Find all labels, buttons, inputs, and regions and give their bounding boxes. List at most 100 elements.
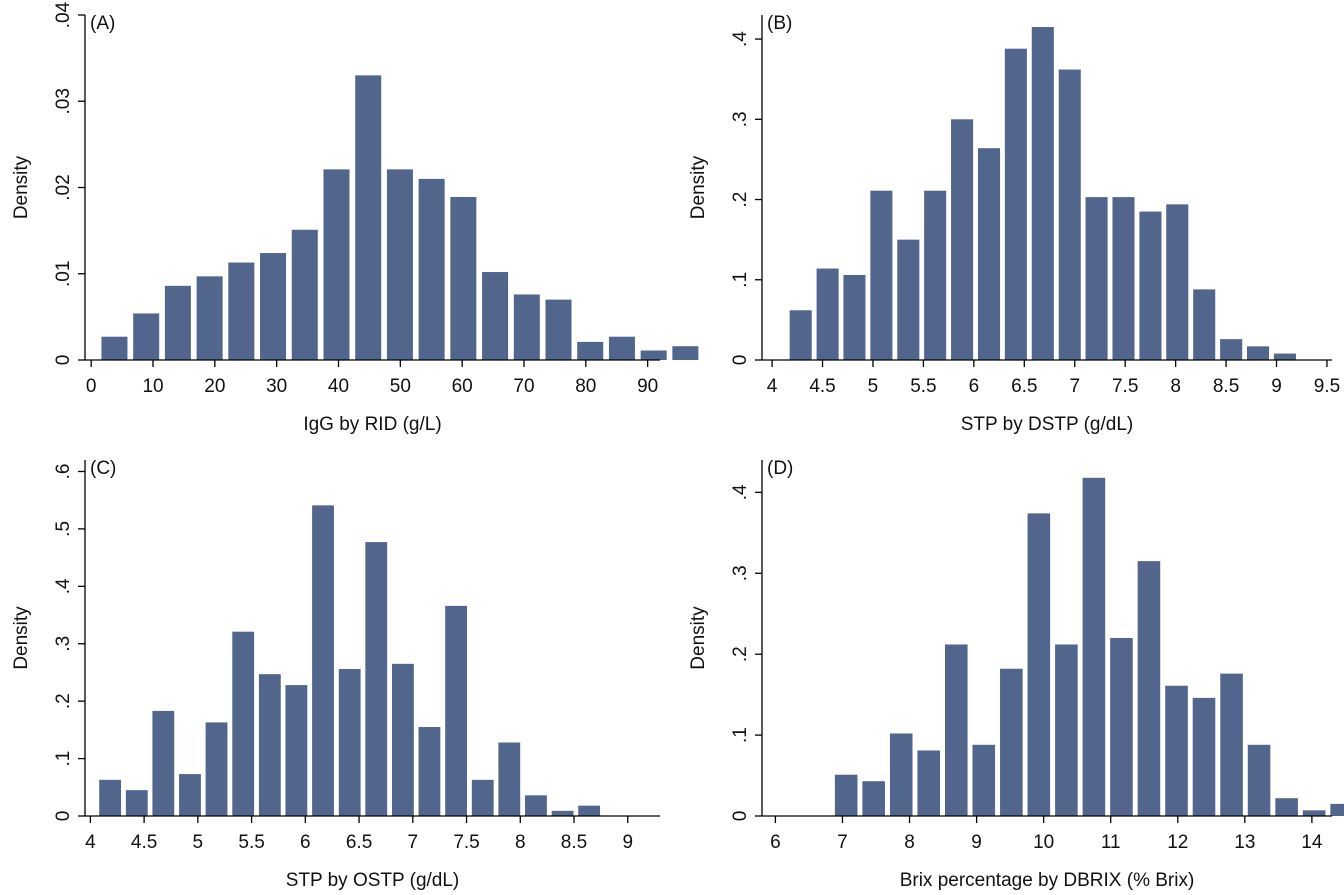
histogram-bar: [312, 505, 334, 816]
x-tick-label: 7: [837, 832, 848, 853]
histogram-bar: [164, 285, 191, 360]
y-tick-label: .2: [53, 693, 74, 709]
histogram-panel-1: 4 4.5 5 5.5 6 6.5 7 7.5 8 8.5 9 9.5 0 .1 .2 .3 .4 STP by …: [672, 0, 1344, 445]
histogram-bar: [205, 722, 228, 816]
x-tick-label: 9: [971, 832, 982, 853]
panel-label: (C): [90, 458, 116, 479]
histogram-bar: [1273, 353, 1296, 360]
x-tick-label: 6: [969, 376, 980, 397]
histogram-bar: [1165, 685, 1188, 816]
y-tick-label: .04: [53, 1, 74, 28]
y-axis-title: Density: [11, 606, 32, 670]
histogram-bar: [1220, 673, 1243, 816]
y-tick-label: .1: [53, 751, 74, 767]
histogram-bar: [99, 779, 122, 816]
x-tick-label: 4: [767, 376, 778, 397]
x-axis-title: STP by DSTP (g/dL): [961, 414, 1133, 435]
y-tick-label: .1: [730, 727, 751, 743]
y-tick-label: .6: [53, 464, 74, 480]
histogram-bar: [525, 795, 547, 816]
y-tick-label: 0: [730, 355, 751, 366]
histogram-bar: [1085, 197, 1108, 360]
histogram-bar: [445, 605, 468, 816]
histogram-bar: [1330, 803, 1344, 816]
histogram-bar: [1220, 339, 1243, 360]
y-tick-label: .2: [730, 192, 751, 208]
x-tick-label: 80: [575, 376, 596, 397]
histogram-bar: [889, 733, 913, 816]
panel-label: (B): [767, 13, 792, 34]
histogram-bar: [513, 294, 540, 360]
x-tick-label: 9.5: [1314, 376, 1340, 397]
x-tick-label: 8: [515, 832, 526, 853]
y-tick-label: .02: [53, 174, 74, 200]
x-tick-label: 7.5: [453, 832, 479, 853]
histogram-bar: [1027, 513, 1051, 816]
y-tick-label: .4: [730, 31, 751, 47]
histogram-bar: [260, 253, 287, 360]
x-tick-label: 11: [1101, 832, 1121, 853]
histogram-panel-3: 6 7 8 9 10 11 12 13 14 0 .1 .2 .3 .4 Brix percentage b…: [672, 445, 1344, 891]
histogram-bar: [391, 663, 414, 816]
histogram-bar: [179, 774, 201, 816]
x-tick-label: 12: [1167, 832, 1188, 853]
histogram-bar: [951, 119, 974, 360]
y-tick-label: 0: [53, 355, 74, 366]
y-tick-label: .3: [53, 636, 74, 652]
histogram-bar: [834, 774, 858, 816]
histogram-bar: [365, 542, 388, 816]
y-tick-label: 0: [53, 811, 74, 822]
histogram-bar: [789, 310, 812, 360]
histogram-svg: 0 10 20 30 40 50 60 70 80 90 0 .01 .02 .03 .04 IgG by R…: [11, 1, 699, 435]
panel-label: (D): [767, 458, 793, 479]
x-tick-label: 20: [204, 376, 225, 397]
x-axis-title: IgG by RID (g/L): [303, 414, 441, 435]
histogram-bar: [1058, 69, 1081, 360]
x-tick-label: 9: [1271, 376, 1282, 397]
y-tick-label: .3: [730, 565, 751, 581]
histogram-bar: [1055, 644, 1078, 816]
histogram-bar: [1082, 477, 1106, 816]
x-axis-title: Brix percentage by DBRIX (% Brix): [900, 870, 1195, 891]
x-tick-label: 7.5: [1112, 376, 1138, 397]
x-tick-label: 6: [770, 832, 781, 853]
histogram-bar: [228, 262, 255, 360]
histogram-bar: [196, 276, 223, 360]
histogram-bar: [577, 341, 604, 360]
histogram-bar: [450, 196, 477, 360]
histogram-bar: [944, 644, 968, 816]
histogram-bar: [133, 313, 160, 360]
histogram-panel-0: 0 10 20 30 40 50 60 70 80 90 0 .01 .02 .03 .04 IgG by R…: [0, 0, 699, 445]
y-axis-title: Density: [688, 155, 709, 219]
y-tick-label: .3: [730, 111, 751, 127]
x-tick-label: 8: [1170, 376, 1181, 397]
y-tick-label: .4: [53, 578, 74, 594]
histogram-bar: [1275, 798, 1298, 816]
y-tick-label: .4: [730, 484, 751, 500]
x-tick-label: 5: [868, 376, 879, 397]
histogram-bar: [897, 239, 920, 360]
histogram-bar: [1192, 697, 1216, 816]
histogram-bar: [545, 299, 572, 360]
histogram-bar: [924, 190, 947, 360]
x-tick-label: 8.5: [1213, 376, 1239, 397]
histogram-bar: [418, 727, 441, 816]
histogram-bar: [1112, 197, 1135, 360]
x-tick-label: 10: [142, 376, 163, 397]
histogram-bar: [578, 805, 601, 816]
y-tick-label: .01: [53, 261, 74, 287]
histogram-bar: [1031, 27, 1054, 361]
histogram-bar: [870, 190, 893, 360]
histogram-bar: [482, 272, 509, 360]
x-tick-label: 8: [904, 832, 915, 853]
y-axis-title: Density: [688, 606, 709, 670]
histogram-bar: [977, 148, 1001, 360]
x-tick-label: 7: [408, 832, 419, 853]
histogram-bar: [232, 631, 255, 816]
histogram-bar: [1246, 346, 1270, 360]
x-tick-label: 13: [1234, 832, 1255, 853]
histogram-bar: [1139, 211, 1162, 360]
histogram-bar: [355, 75, 382, 360]
y-tick-label: 0: [730, 811, 751, 822]
